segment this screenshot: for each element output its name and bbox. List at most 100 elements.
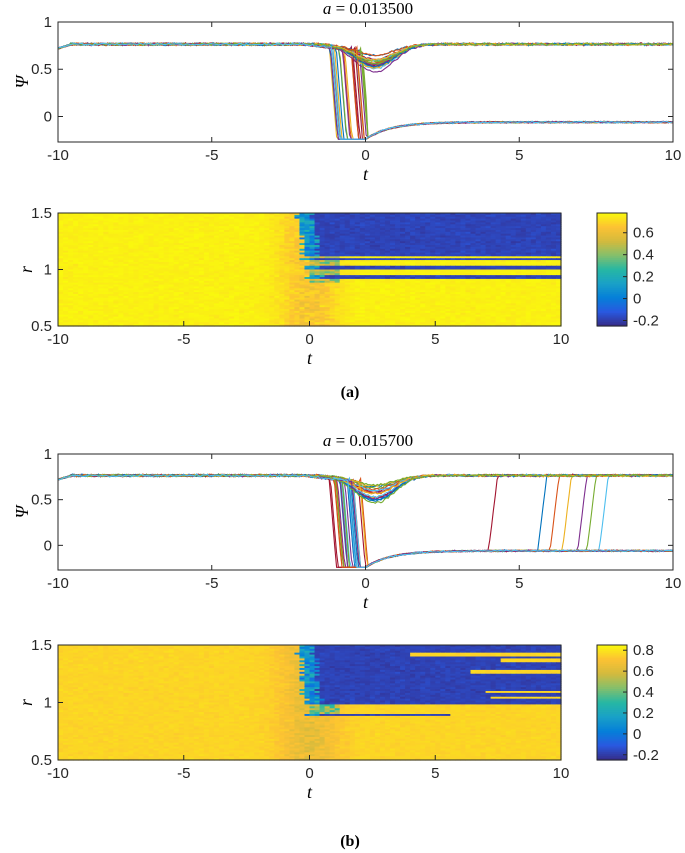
heatmap-cell — [304, 218, 311, 222]
heatmap-cell — [58, 216, 64, 220]
heatmap-cell — [364, 214, 371, 218]
heatmap-cell — [430, 246, 436, 250]
heatmap-cell — [354, 278, 361, 282]
heatmap-cell — [515, 224, 522, 227]
heatmap-cell — [445, 284, 451, 288]
heatmap-cell — [369, 213, 376, 216]
heatmap-cell — [188, 246, 195, 250]
heatmap-cell — [500, 254, 507, 257]
heatmap-cell — [455, 269, 461, 272]
heatmap-cell — [284, 222, 290, 225]
heatmap-cell — [153, 231, 160, 235]
heatmap-cell — [374, 231, 381, 235]
heatmap-cell — [98, 248, 104, 252]
heatmap-cell — [289, 248, 296, 252]
heatmap-cell — [475, 214, 482, 218]
heatmap-cell — [123, 275, 130, 278]
heatmap-cell — [405, 228, 411, 231]
heatmap-cell — [445, 218, 451, 222]
heatmap-cell — [425, 245, 431, 248]
heatmap-cell — [78, 252, 84, 256]
heatmap-cell — [550, 261, 557, 265]
heatmap-cell — [103, 258, 109, 261]
heatmap-cell — [88, 237, 94, 240]
heatmap-cell — [420, 250, 426, 254]
heatmap-cell — [369, 275, 376, 278]
heatmap-cell — [249, 250, 255, 254]
heatmap-cell — [183, 228, 190, 231]
heatmap-cell — [525, 241, 532, 244]
heatmap-cell — [410, 282, 416, 286]
heatmap-cell — [58, 214, 64, 218]
heatmap-cell — [284, 235, 290, 239]
heatmap-cell — [430, 284, 436, 288]
heatmap-cell — [369, 284, 376, 288]
heatmap-cell — [93, 265, 99, 269]
heatmap-cell — [540, 265, 547, 269]
heatmap-cell — [389, 235, 396, 239]
heatmap-cell — [138, 213, 145, 216]
heatmap-cell — [324, 216, 331, 220]
heatmap-cell — [294, 222, 301, 225]
heatmap-cell — [324, 280, 331, 284]
heatmap-cell — [108, 237, 114, 240]
heatmap-cell — [314, 278, 321, 282]
heatmap-cell — [415, 269, 421, 272]
heatmap-cell — [329, 245, 336, 248]
heatmap-cell — [193, 248, 200, 252]
heatmap-cell — [379, 265, 386, 269]
heatmap-cell — [304, 233, 311, 237]
heatmap-cell — [163, 229, 170, 233]
heatmap-cell — [269, 267, 275, 271]
heatmap-cell — [460, 269, 467, 272]
heatmap-cell — [520, 282, 527, 286]
heatmap-cell — [540, 288, 547, 291]
heatmap-cell — [269, 282, 275, 286]
heatmap-cell — [249, 267, 255, 271]
heatmap-cell — [425, 229, 431, 233]
heatmap-cell — [354, 231, 361, 235]
heatmap-cell — [400, 271, 406, 274]
heatmap-cell — [430, 254, 436, 257]
heatmap-cell — [83, 222, 89, 225]
heatmap-cell — [163, 250, 170, 254]
heatmap-cell — [450, 278, 456, 282]
heatmap-cell — [138, 254, 145, 257]
heatmap-cell — [223, 288, 230, 291]
heatmap-cell — [490, 218, 497, 222]
heatmap-cell — [415, 226, 421, 229]
heatmap-cell — [254, 213, 260, 216]
heatmap-cell — [480, 222, 487, 225]
heatmap-cell — [294, 239, 301, 242]
heatmap-cell — [455, 252, 461, 256]
heatmap-cell — [344, 277, 351, 280]
heatmap-cell — [264, 218, 270, 222]
heatmap-cell — [269, 226, 275, 229]
heatmap-cell — [178, 220, 185, 224]
heatmap-cell — [359, 218, 366, 222]
heatmap-cell — [68, 258, 74, 261]
heatmap-cell — [475, 250, 482, 254]
heatmap-cell — [294, 282, 301, 286]
heatmap-cell — [384, 271, 391, 274]
heatmap-cell — [244, 265, 250, 269]
heatmap-cell — [369, 224, 376, 227]
heatmap-cell — [63, 228, 69, 231]
heatmap-cell — [384, 235, 391, 239]
heatmap-cell — [254, 265, 260, 269]
heatmap-cell — [354, 239, 361, 242]
heatmap-cell — [158, 243, 165, 246]
heatmap-cell — [198, 278, 205, 282]
heatmap-cell — [475, 220, 482, 224]
heatmap-cell — [123, 213, 130, 216]
heatmap-cell — [123, 277, 130, 280]
heatmap-cell — [324, 273, 331, 276]
heatmap-cell — [188, 213, 195, 216]
heatmap-cell — [395, 245, 401, 248]
heatmap-cell — [470, 218, 477, 222]
heatmap-cell — [143, 214, 150, 218]
heatmap-cell — [58, 260, 64, 263]
heatmap-cell — [103, 278, 109, 282]
heatmap-cell — [455, 280, 461, 284]
heatmap-cell — [244, 213, 250, 216]
